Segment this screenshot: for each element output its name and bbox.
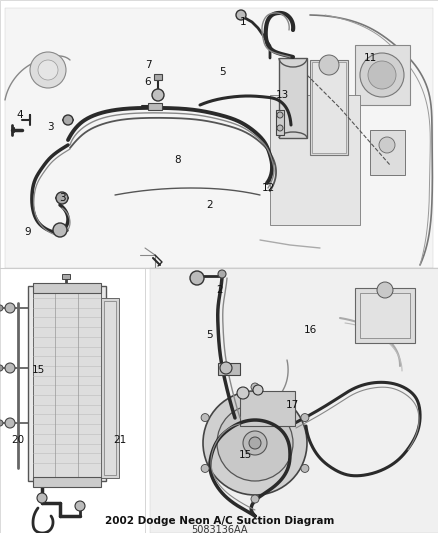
- Bar: [62, 274, 70, 279]
- Text: 8: 8: [174, 155, 181, 165]
- Circle shape: [0, 365, 3, 371]
- Bar: [311, 62, 345, 153]
- Bar: [104, 301, 116, 475]
- Circle shape: [367, 61, 395, 89]
- Polygon shape: [150, 268, 438, 533]
- Circle shape: [318, 55, 338, 75]
- Text: 12: 12: [261, 183, 274, 193]
- Circle shape: [276, 125, 283, 131]
- Circle shape: [376, 282, 392, 298]
- Circle shape: [218, 270, 226, 278]
- Circle shape: [378, 137, 394, 153]
- Circle shape: [300, 414, 308, 422]
- Circle shape: [252, 385, 262, 395]
- Text: 1: 1: [239, 17, 246, 27]
- Bar: [28, 286, 106, 481]
- Text: 3: 3: [59, 193, 65, 203]
- Circle shape: [300, 464, 308, 472]
- Circle shape: [248, 437, 261, 449]
- Circle shape: [202, 391, 306, 495]
- Circle shape: [53, 223, 67, 237]
- Text: 21: 21: [113, 435, 126, 445]
- Bar: [218, 363, 240, 375]
- Circle shape: [236, 10, 245, 20]
- Bar: [354, 288, 414, 343]
- Text: 9: 9: [25, 227, 31, 237]
- Circle shape: [0, 305, 3, 311]
- Bar: [33, 477, 101, 487]
- Text: 3: 3: [46, 122, 53, 132]
- Bar: [0, 0, 438, 268]
- Circle shape: [359, 53, 403, 97]
- Circle shape: [237, 387, 248, 399]
- Text: 7: 7: [145, 60, 151, 70]
- Bar: [0, 268, 145, 533]
- Circle shape: [5, 363, 15, 373]
- Circle shape: [276, 112, 283, 118]
- Bar: [154, 74, 162, 80]
- Circle shape: [251, 383, 258, 391]
- Text: 5: 5: [219, 67, 226, 77]
- Circle shape: [190, 271, 204, 285]
- Circle shape: [56, 192, 68, 204]
- Text: 2: 2: [206, 200, 213, 210]
- Circle shape: [63, 115, 73, 125]
- Circle shape: [201, 464, 208, 472]
- Bar: [369, 130, 404, 175]
- Text: 15: 15: [238, 450, 251, 460]
- Bar: [33, 290, 101, 477]
- Bar: [359, 293, 409, 338]
- Circle shape: [201, 414, 208, 422]
- Polygon shape: [5, 8, 432, 268]
- Bar: [269, 95, 359, 225]
- Bar: [276, 110, 283, 135]
- Circle shape: [37, 493, 47, 503]
- Text: 4: 4: [17, 110, 23, 120]
- Circle shape: [5, 418, 15, 428]
- Bar: [148, 103, 162, 110]
- Text: 5083136AA: 5083136AA: [191, 525, 247, 533]
- Text: 2: 2: [216, 285, 223, 295]
- Circle shape: [5, 303, 15, 313]
- Circle shape: [75, 501, 85, 511]
- Bar: [309, 60, 347, 155]
- Bar: [279, 58, 306, 138]
- Text: 20: 20: [11, 435, 25, 445]
- Circle shape: [216, 405, 292, 481]
- Circle shape: [0, 420, 3, 426]
- Bar: [145, 268, 438, 533]
- Text: 17: 17: [285, 400, 298, 410]
- Circle shape: [243, 431, 266, 455]
- Bar: [33, 283, 101, 293]
- Circle shape: [152, 89, 164, 101]
- Circle shape: [38, 60, 58, 80]
- Text: 16: 16: [303, 325, 316, 335]
- Bar: [101, 298, 119, 478]
- Text: 15: 15: [31, 365, 45, 375]
- Circle shape: [251, 495, 258, 503]
- Circle shape: [219, 362, 231, 374]
- Text: 5: 5: [206, 330, 213, 340]
- Text: 11: 11: [363, 53, 376, 63]
- Text: 2002 Dodge Neon A/C Suction Diagram: 2002 Dodge Neon A/C Suction Diagram: [105, 516, 333, 526]
- Text: 6: 6: [145, 77, 151, 87]
- Text: 13: 13: [275, 90, 288, 100]
- Circle shape: [30, 52, 66, 88]
- Bar: [240, 391, 294, 426]
- Bar: [354, 45, 409, 105]
